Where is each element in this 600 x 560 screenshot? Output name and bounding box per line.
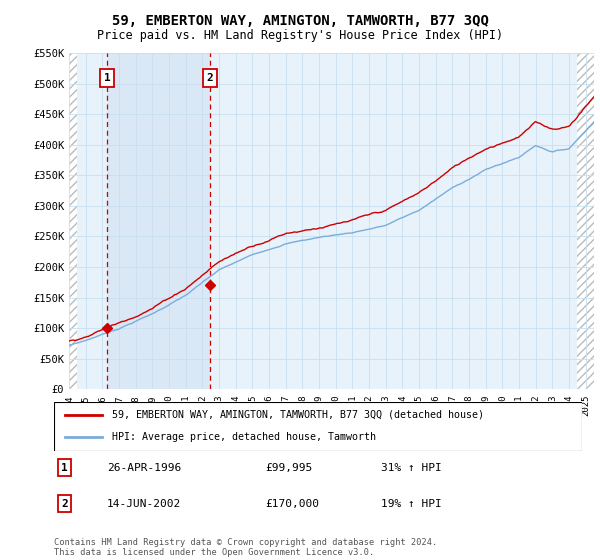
Text: 59, EMBERTON WAY, AMINGTON, TAMWORTH, B77 3QQ: 59, EMBERTON WAY, AMINGTON, TAMWORTH, B7… [112, 14, 488, 28]
Bar [107, 53, 210, 389]
Text: Contains HM Land Registry data © Crown copyright and database right 2024.
This d: Contains HM Land Registry data © Crown c… [54, 538, 437, 557]
Bar [577, 53, 594, 389]
Text: £99,995: £99,995 [265, 463, 313, 473]
Bar [69, 53, 77, 389]
Text: 26-APR-1996: 26-APR-1996 [107, 463, 181, 473]
Text: 31% ↑ HPI: 31% ↑ HPI [382, 463, 442, 473]
Text: 2: 2 [61, 499, 68, 509]
Text: 19% ↑ HPI: 19% ↑ HPI [382, 499, 442, 509]
Text: Price paid vs. HM Land Registry's House Price Index (HPI): Price paid vs. HM Land Registry's House … [97, 29, 503, 42]
Text: HPI: Average price, detached house, Tamworth: HPI: Average price, detached house, Tamw… [112, 432, 376, 442]
Text: 1: 1 [61, 463, 68, 473]
Text: 1: 1 [104, 73, 110, 83]
Text: 2: 2 [206, 73, 214, 83]
Text: 59, EMBERTON WAY, AMINGTON, TAMWORTH, B77 3QQ (detached house): 59, EMBERTON WAY, AMINGTON, TAMWORTH, B7… [112, 410, 484, 420]
Text: 14-JUN-2002: 14-JUN-2002 [107, 499, 181, 509]
Text: £170,000: £170,000 [265, 499, 319, 509]
